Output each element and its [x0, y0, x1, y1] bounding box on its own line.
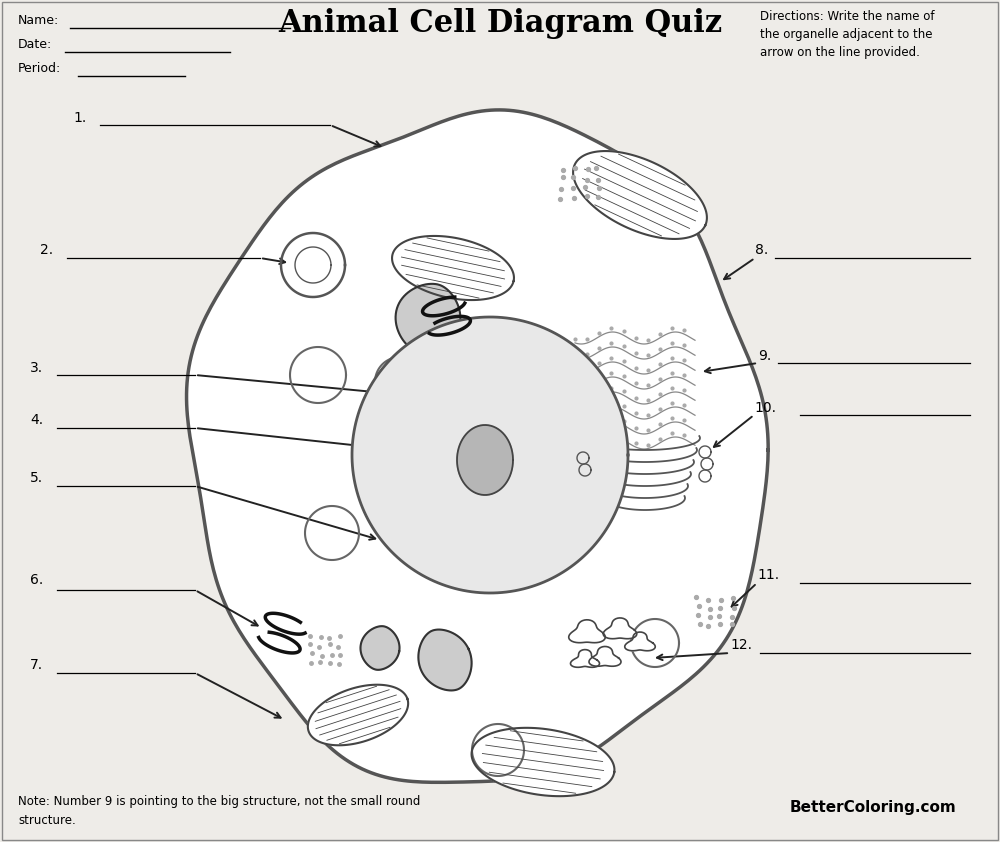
Text: Animal Cell Diagram Quiz: Animal Cell Diagram Quiz: [278, 8, 722, 39]
Polygon shape: [472, 727, 614, 797]
Text: 1.: 1.: [73, 111, 86, 125]
Polygon shape: [290, 347, 346, 403]
Polygon shape: [305, 506, 359, 560]
Polygon shape: [589, 647, 621, 666]
Polygon shape: [603, 618, 637, 639]
Polygon shape: [570, 650, 600, 668]
Text: BetterColoring.com: BetterColoring.com: [790, 800, 957, 815]
Polygon shape: [699, 446, 711, 458]
Text: 7.: 7.: [30, 658, 43, 672]
Polygon shape: [392, 236, 514, 300]
Text: 6.: 6.: [30, 573, 43, 587]
Polygon shape: [699, 470, 711, 482]
Text: 11.: 11.: [757, 568, 779, 582]
Text: Directions: Write the name of
the organelle adjacent to the
arrow on the line pr: Directions: Write the name of the organe…: [760, 10, 934, 59]
Text: 4.: 4.: [30, 413, 43, 427]
Text: Name:: Name:: [18, 14, 59, 27]
Text: Period:: Period:: [18, 62, 61, 75]
Text: Note: Number 9 is pointing to the big structure, not the small round
structure.: Note: Number 9 is pointing to the big st…: [18, 795, 420, 827]
Text: 8.: 8.: [755, 243, 768, 257]
Polygon shape: [577, 452, 589, 464]
Text: 9.: 9.: [758, 349, 771, 363]
Polygon shape: [472, 724, 524, 776]
Polygon shape: [281, 233, 345, 297]
Polygon shape: [701, 458, 713, 470]
Text: 3.: 3.: [30, 361, 43, 375]
Polygon shape: [457, 425, 513, 495]
Text: 2.: 2.: [40, 243, 53, 257]
Text: 5.: 5.: [30, 471, 43, 485]
Polygon shape: [396, 284, 460, 352]
Text: 12.: 12.: [730, 638, 752, 652]
Polygon shape: [418, 630, 472, 690]
Polygon shape: [375, 357, 425, 407]
Polygon shape: [187, 110, 768, 782]
Polygon shape: [579, 464, 591, 476]
Text: Date:: Date:: [18, 38, 52, 51]
Polygon shape: [308, 685, 408, 745]
Polygon shape: [352, 317, 628, 593]
Polygon shape: [361, 626, 400, 670]
Text: 10.: 10.: [754, 401, 776, 415]
Polygon shape: [631, 619, 679, 667]
Polygon shape: [573, 151, 707, 239]
Polygon shape: [569, 620, 605, 642]
Polygon shape: [625, 632, 655, 651]
